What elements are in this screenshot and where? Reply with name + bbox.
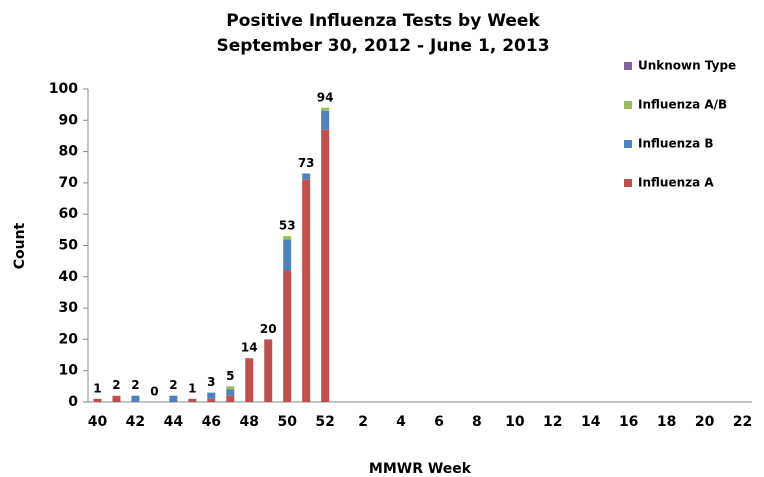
y-tick-label: 50 xyxy=(59,238,79,254)
x-tick-label: 4 xyxy=(396,414,406,430)
data-label: 14 xyxy=(241,341,258,355)
bar-segment xyxy=(226,395,235,402)
bar-segment xyxy=(302,179,311,402)
x-tick-label: 46 xyxy=(202,414,221,430)
x-axis-title: MMWR Week xyxy=(369,461,472,477)
legend-swatch xyxy=(624,140,632,148)
chart-title: Positive Influenza Tests by Week xyxy=(226,11,540,31)
legend-swatch xyxy=(624,62,632,70)
x-tick-label: 2 xyxy=(358,414,368,430)
x-tick-label: 48 xyxy=(240,414,259,430)
y-tick-label: 90 xyxy=(59,112,79,128)
data-label: 53 xyxy=(279,219,296,233)
bar-segment xyxy=(283,236,292,240)
bar-segment xyxy=(131,395,140,402)
bar-segment xyxy=(226,386,235,390)
y-tick-label: 30 xyxy=(59,300,79,316)
data-label: 94 xyxy=(317,90,334,104)
x-tick-label: 14 xyxy=(581,414,601,430)
data-label: 2 xyxy=(112,378,120,392)
y-tick-label: 0 xyxy=(68,394,78,410)
bar-segment xyxy=(283,239,292,271)
y-tick-label: 20 xyxy=(59,331,79,347)
y-tick-label: 100 xyxy=(49,81,78,97)
y-tick-label: 70 xyxy=(59,175,79,191)
x-tick-label: 42 xyxy=(126,414,145,430)
x-tick-label: 16 xyxy=(619,414,638,430)
bar-segment xyxy=(169,395,178,402)
x-tick-label: 40 xyxy=(88,414,108,430)
bar-segment xyxy=(188,398,197,402)
legend-label: Unknown Type xyxy=(638,59,736,73)
x-tick-label: 12 xyxy=(543,414,562,430)
data-label: 1 xyxy=(188,381,196,395)
bar-segment xyxy=(245,358,254,402)
bar-segment xyxy=(112,395,121,402)
data-label: 73 xyxy=(298,156,315,170)
data-label: 0 xyxy=(150,385,158,399)
legend-swatch xyxy=(624,101,632,109)
legend-swatch xyxy=(624,179,632,187)
x-tick-label: 52 xyxy=(315,414,334,430)
data-label: 1 xyxy=(93,381,101,395)
bar-segment xyxy=(93,398,102,402)
y-tick-label: 80 xyxy=(59,144,79,160)
data-label: 3 xyxy=(207,375,215,389)
x-tick-label: 18 xyxy=(657,414,676,430)
y-tick-label: 10 xyxy=(59,363,79,379)
bar-segment xyxy=(302,173,311,180)
legend-label: Influenza A/B xyxy=(638,98,727,112)
data-label: 2 xyxy=(131,378,139,392)
bar-segment xyxy=(321,129,330,402)
data-label: 20 xyxy=(260,322,277,336)
bar-segment xyxy=(321,107,330,111)
chart-subtitle: September 30, 2012 - June 1, 2013 xyxy=(216,36,549,56)
y-axis-title: Count xyxy=(12,222,28,269)
legend-label: Influenza A xyxy=(638,176,714,190)
x-tick-label: 8 xyxy=(472,414,482,430)
data-label: 2 xyxy=(169,378,177,392)
bar-segment xyxy=(264,339,273,402)
bar-segment xyxy=(226,389,235,396)
x-tick-label: 44 xyxy=(164,414,184,430)
legend-label: Influenza B xyxy=(638,137,714,151)
bar-segment xyxy=(207,392,216,399)
bar-segment xyxy=(207,398,216,402)
y-tick-label: 60 xyxy=(59,206,79,222)
x-tick-label: 20 xyxy=(695,414,715,430)
x-tick-label: 50 xyxy=(277,414,297,430)
data-label: 5 xyxy=(226,369,234,383)
x-tick-label: 6 xyxy=(434,414,444,430)
x-tick-label: 22 xyxy=(733,414,752,430)
bar-segment xyxy=(283,270,292,402)
x-tick-label: 10 xyxy=(505,414,525,430)
y-tick-label: 40 xyxy=(59,269,79,285)
bar-segment xyxy=(321,110,330,130)
